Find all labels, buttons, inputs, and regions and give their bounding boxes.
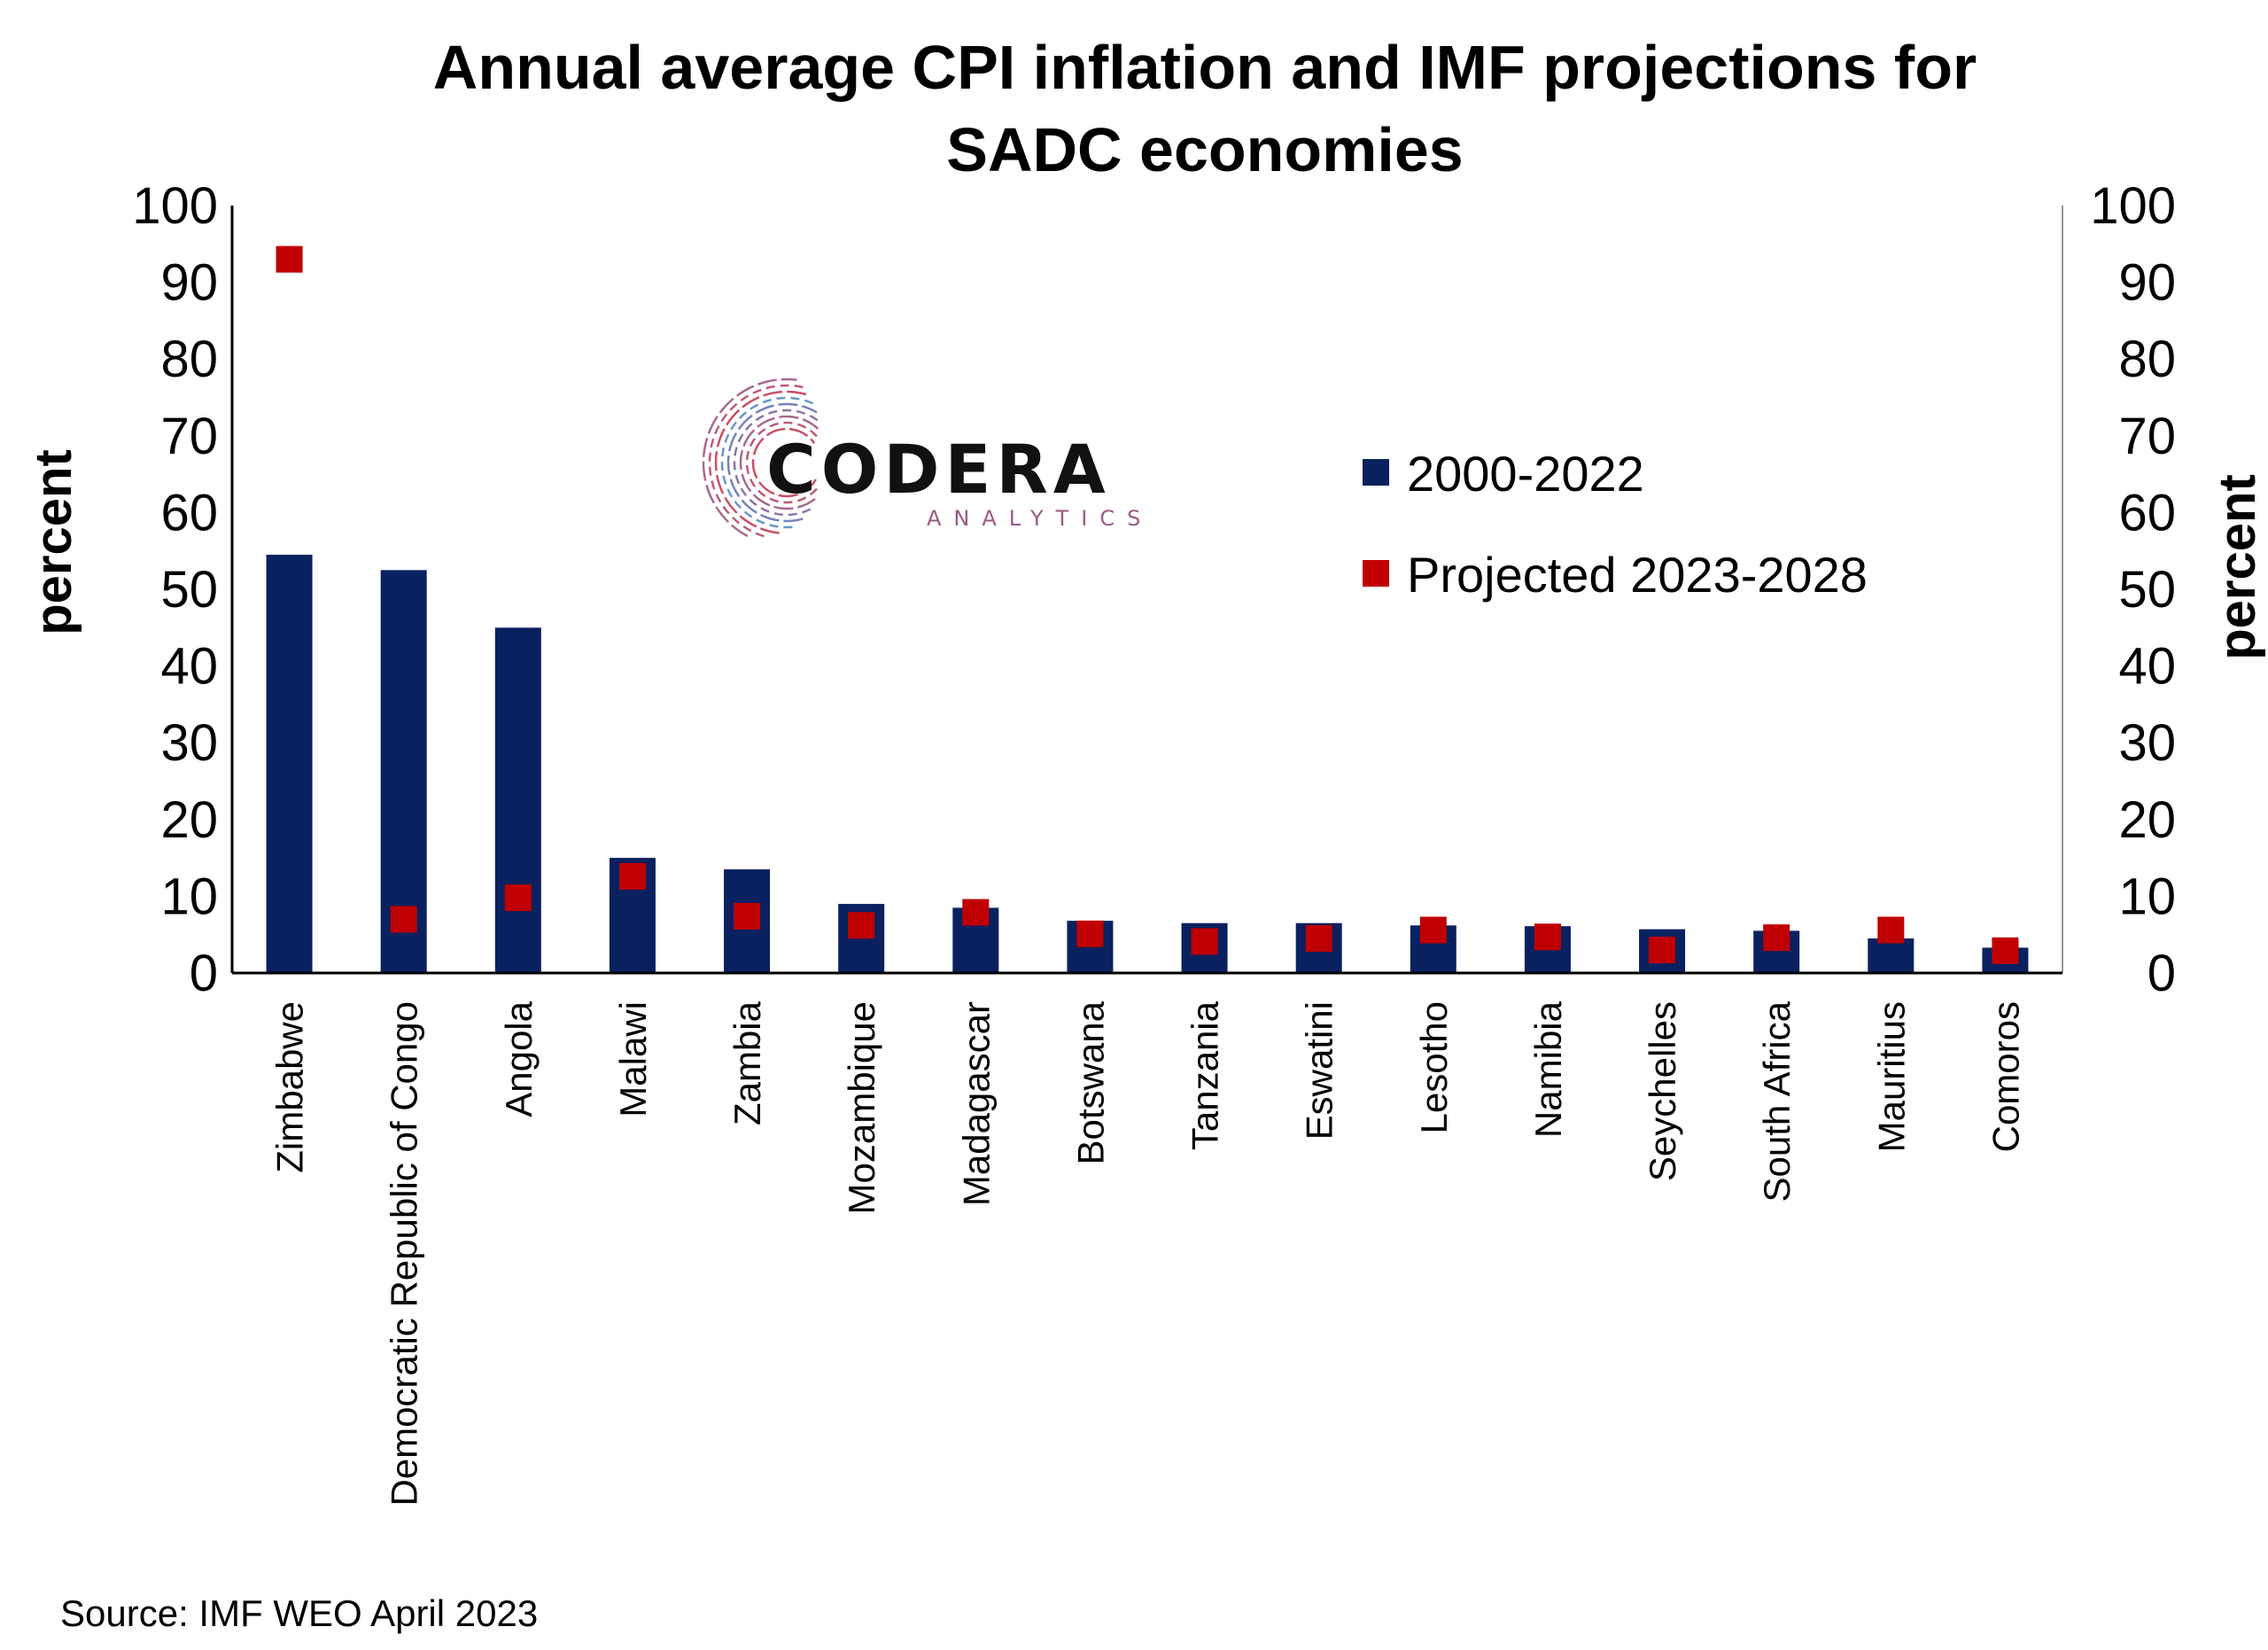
bar-mauritius: [1868, 938, 1915, 973]
y-tick-label-left: 50: [160, 561, 218, 619]
marker-mozambique: [848, 912, 875, 939]
y-tick-label-right: 100: [2090, 177, 2176, 235]
x-category-label: Lesotho: [1413, 1001, 1455, 1133]
x-category-label: Zambia: [726, 1000, 768, 1125]
x-category-label: Malawi: [612, 1001, 654, 1117]
marker-mauritius: [1877, 916, 1905, 944]
x-category-label: South Africa: [1756, 1000, 1798, 1202]
logo-ring-arc: [751, 427, 817, 498]
bar-democratic-republic-of-congo: [380, 570, 427, 973]
x-category-label: Angola: [498, 1000, 540, 1117]
logo-ring-arc: [720, 396, 815, 529]
logo-ring-arc: [739, 415, 819, 510]
y-tick-label-right: 30: [2118, 714, 2176, 772]
y-ticks-left: 0 10 20 30 40 50 60 70 80 90 100: [132, 177, 218, 1002]
x-category-label: Mozambique: [841, 1001, 882, 1214]
marker-madagascar: [962, 899, 990, 926]
x-category-label: Seychelles: [1642, 1001, 1683, 1181]
chart-title-line2: SADC economies: [946, 115, 1463, 184]
logo-ring-arc: [745, 421, 818, 504]
x-category-label: Botswana: [1069, 1000, 1111, 1164]
logo-ring-arc: [708, 384, 804, 538]
marker-eswatini: [1305, 925, 1332, 953]
y-axis-title-right: percent: [2209, 474, 2266, 660]
y-tick-label-left: 10: [160, 868, 218, 925]
marker-comoros: [1992, 937, 2019, 964]
legend-swatch-2000-2022: [1363, 459, 1389, 486]
y-tick-label-left: 100: [132, 177, 218, 235]
y-tick-label-left: 80: [160, 331, 218, 388]
legend: 2000-2022 Projected 2023-2028: [1363, 446, 1868, 603]
y-tick-label-right: 10: [2118, 868, 2176, 925]
y-tick-label-right: 80: [2118, 331, 2176, 388]
marker-south-africa: [1763, 924, 1790, 952]
y-tick-label-right: 20: [2118, 791, 2176, 849]
legend-swatch-projected: [1363, 560, 1389, 587]
marker-zambia: [734, 902, 761, 930]
logo-ring-icon: [702, 377, 819, 538]
x-category-label: Tanzania: [1184, 1000, 1226, 1150]
x-category-label: Mauritius: [1870, 1001, 1912, 1152]
legend-label-2000-2022: 2000-2022: [1407, 446, 1644, 502]
logo-main-text: CODERA: [766, 430, 1111, 509]
logo-ring-arc: [733, 409, 819, 517]
marker-tanzania: [1191, 928, 1218, 955]
y-tick-label-right: 50: [2118, 561, 2176, 619]
y-tick-label-left: 30: [160, 714, 218, 772]
x-category-label: Eswatini: [1299, 1001, 1340, 1140]
y-tick-label-left: 60: [160, 484, 218, 541]
marker-namibia: [1534, 923, 1561, 951]
y-tick-label-left: 40: [160, 638, 218, 696]
x-category-label: Comoros: [1984, 1001, 2026, 1152]
marker-angola: [504, 884, 532, 912]
y-tick-label-left: 0: [190, 945, 218, 1002]
axes: [230, 206, 2063, 975]
marker-zimbabwe: [276, 245, 303, 273]
marker-botswana: [1076, 920, 1104, 947]
y-tick-label-left: 90: [160, 254, 218, 312]
y-tick-label-right: 70: [2118, 408, 2176, 465]
legend-label-projected: Projected 2023-2028: [1407, 547, 1868, 603]
y-tick-label-right: 60: [2118, 484, 2176, 541]
x-category-labels: Zimbabwe Democratic Republic of Congo Ango…: [269, 1000, 2027, 1506]
y-ticks-right: 0 10 20 30 40 50 60 70 80 90 100: [2090, 177, 2176, 1002]
marker-malawi: [618, 862, 646, 890]
y-axis-title-left: percent: [25, 449, 82, 635]
x-category-label: Namibia: [1527, 1000, 1569, 1138]
bar-zimbabwe: [266, 555, 313, 973]
source-note: Source: IMF WEO April 2023: [60, 1592, 538, 1634]
y-tick-label-left: 20: [160, 791, 218, 849]
y-tick-label-right: 40: [2118, 638, 2176, 696]
logo-sub-text: ANALYTICS: [927, 506, 1153, 531]
x-category-label: Democratic Republic of Congo: [384, 1001, 425, 1506]
logo-ring-arc: [714, 390, 811, 534]
x-category-label: Madagascar: [955, 1001, 997, 1206]
codera-logo: CODERA ANALYTICS: [702, 377, 1153, 538]
y-tick-label-right: 0: [2148, 945, 2176, 1002]
chart-title-line1: Annual average CPI inflation and IMF pro…: [433, 33, 1977, 102]
logo-ring-arc: [702, 377, 797, 538]
marker-seychelles: [1649, 937, 1676, 964]
marker-lesotho: [1419, 916, 1447, 944]
bar-angola: [494, 627, 541, 973]
marker-democratic-republic-of-congo: [390, 906, 417, 933]
y-tick-label-right: 90: [2118, 254, 2176, 312]
x-category-label: Zimbabwe: [269, 1001, 311, 1173]
marker-series: [276, 245, 2019, 964]
logo-ring-arc: [726, 402, 818, 523]
y-tick-label-left: 70: [160, 408, 218, 465]
bar-series: [266, 555, 2029, 973]
